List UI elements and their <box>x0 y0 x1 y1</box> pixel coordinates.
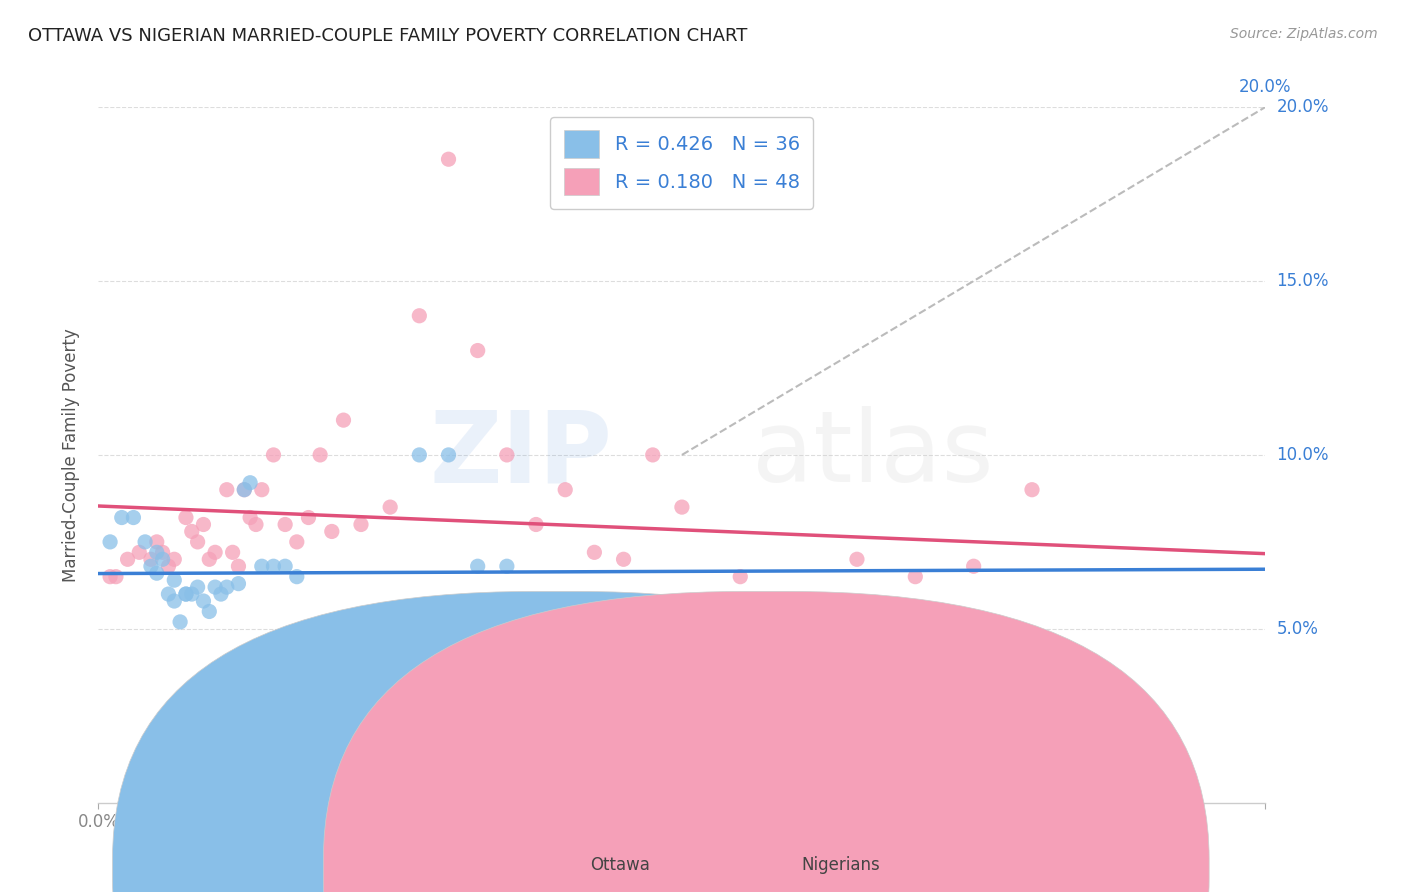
Point <box>467 343 489 358</box>
Point <box>174 587 197 601</box>
Point <box>239 510 262 524</box>
Point <box>215 580 238 594</box>
Point <box>332 413 354 427</box>
Text: Ottawa: Ottawa <box>591 856 651 874</box>
Text: 10.0%: 10.0% <box>1277 446 1329 464</box>
Point <box>262 559 284 574</box>
Point <box>239 475 262 490</box>
Point <box>163 594 186 608</box>
Point <box>274 517 297 532</box>
Text: 5.0%: 5.0% <box>1277 620 1319 638</box>
Point <box>198 552 221 566</box>
Point <box>139 559 162 574</box>
Point <box>583 545 606 559</box>
Point <box>193 594 215 608</box>
Point <box>193 517 215 532</box>
Point <box>221 545 243 559</box>
Point <box>139 552 162 566</box>
Point <box>228 576 250 591</box>
Point <box>291 649 314 664</box>
Point <box>962 559 984 574</box>
Point <box>641 448 664 462</box>
Point <box>163 552 186 566</box>
Point <box>174 587 197 601</box>
Point <box>309 448 332 462</box>
Point <box>728 570 751 584</box>
Text: OTTAWA VS NIGERIAN MARRIED-COUPLE FAMILY POVERTY CORRELATION CHART: OTTAWA VS NIGERIAN MARRIED-COUPLE FAMILY… <box>28 27 748 45</box>
Point <box>180 587 202 601</box>
Point <box>378 500 402 514</box>
Point <box>215 483 238 497</box>
Point <box>169 615 191 629</box>
Point <box>524 517 547 532</box>
Point <box>152 552 174 566</box>
Point <box>495 559 517 574</box>
Point <box>122 510 145 524</box>
Text: 20.0%: 20.0% <box>1277 98 1329 116</box>
Point <box>187 580 209 594</box>
Text: Nigerians: Nigerians <box>801 856 880 874</box>
Point <box>671 500 693 514</box>
Point <box>134 534 156 549</box>
Point <box>1167 744 1189 758</box>
Point <box>408 448 430 462</box>
Point <box>250 559 273 574</box>
Legend: R = 0.426   N = 36, R = 0.180   N = 48: R = 0.426 N = 36, R = 0.180 N = 48 <box>551 117 813 209</box>
Point <box>146 566 169 581</box>
Point <box>187 534 209 549</box>
Point <box>274 559 297 574</box>
Point <box>391 664 413 678</box>
Point <box>437 448 460 462</box>
Point <box>98 570 121 584</box>
Point <box>250 483 273 497</box>
Point <box>204 545 226 559</box>
Point <box>285 534 308 549</box>
Point <box>467 559 489 574</box>
Point <box>198 605 221 619</box>
Point <box>233 483 256 497</box>
Point <box>285 570 308 584</box>
Text: 20.0%: 20.0% <box>1239 78 1292 96</box>
Text: atlas: atlas <box>752 407 994 503</box>
Point <box>228 559 250 574</box>
Point <box>321 524 343 539</box>
Point <box>408 309 430 323</box>
Y-axis label: Married-Couple Family Poverty: Married-Couple Family Poverty <box>62 328 80 582</box>
Point <box>262 448 284 462</box>
Point <box>204 580 226 594</box>
Point <box>245 517 267 532</box>
Point <box>128 545 150 559</box>
Point <box>163 573 186 587</box>
Point <box>350 517 373 532</box>
Point <box>309 639 332 653</box>
Point <box>157 587 180 601</box>
Point <box>787 605 810 619</box>
Point <box>233 483 256 497</box>
Point <box>554 483 576 497</box>
Point <box>297 510 319 524</box>
Point <box>152 545 174 559</box>
Point <box>378 657 402 671</box>
Point <box>146 545 169 559</box>
Point <box>845 552 868 566</box>
Point <box>612 552 634 566</box>
Point <box>495 448 517 462</box>
Text: Source: ZipAtlas.com: Source: ZipAtlas.com <box>1230 27 1378 41</box>
Point <box>157 559 180 574</box>
Point <box>111 510 134 524</box>
Text: 15.0%: 15.0% <box>1277 272 1329 290</box>
Point <box>180 524 202 539</box>
Point <box>146 534 169 549</box>
Point <box>1021 483 1043 497</box>
Point <box>98 534 121 549</box>
Point <box>117 552 139 566</box>
Point <box>437 152 460 166</box>
Text: ZIP: ZIP <box>429 407 612 503</box>
Point <box>904 570 927 584</box>
Point <box>209 587 232 601</box>
Point <box>174 510 197 524</box>
Point <box>104 570 127 584</box>
